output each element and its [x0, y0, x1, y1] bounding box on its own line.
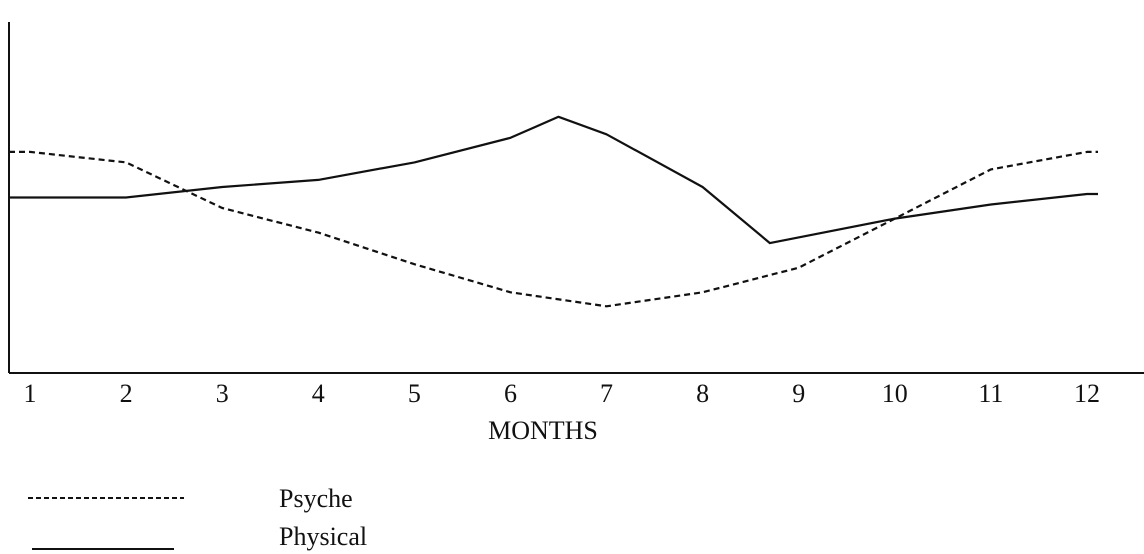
x-tick-label: 7: [600, 379, 613, 408]
x-tick-label: 3: [216, 379, 229, 408]
series-layer: [9, 115, 1098, 308]
x-tick-label: 5: [408, 379, 421, 408]
x-tick-label: 1: [24, 379, 37, 408]
legend: Psyche Physical: [28, 484, 367, 551]
x-tick-label: 10: [882, 379, 908, 408]
series-line-physical: [9, 115, 1098, 245]
x-tick-label: 12: [1074, 379, 1100, 408]
x-tick-label: 2: [120, 379, 133, 408]
x-tick-labels: 1 2 3 4 5 6 7 8 9 10 11 12: [24, 379, 1101, 408]
legend-physical-label: Physical: [279, 522, 367, 551]
x-tick-label: 8: [696, 379, 709, 408]
x-tick-label: 11: [978, 379, 1003, 408]
x-tick-label: 9: [792, 379, 805, 408]
x-axis-title: MONTHS: [488, 416, 598, 445]
series-line-psyche: [9, 150, 1098, 308]
x-tick-label: 4: [312, 379, 325, 408]
x-tick-label: 6: [504, 379, 517, 408]
legend-psyche-label: Psyche: [279, 484, 353, 513]
